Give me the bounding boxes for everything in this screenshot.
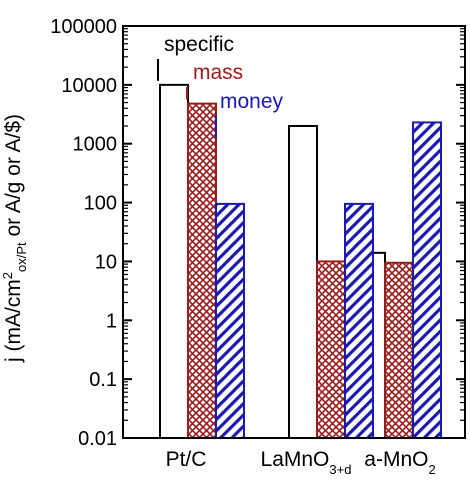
bar-money-pt-c [215,202,245,439]
y-tick-label: 100 [84,193,117,215]
x-category-subscript: 3+d [329,462,351,477]
y-tick-label: 0.1 [89,369,117,391]
bar-mass-pt-c [187,102,217,439]
bar-mass-lamno [316,260,346,439]
x-category-main: LaMnO [261,448,330,471]
y-axis-label: j (mA/cm2ox/Pt or A/g or A/$) [0,114,29,363]
x-category-label: Pt/C [166,448,207,471]
y-axis-label-main: j (mA/cm [2,279,25,363]
x-category-label: LaMnO3+d [261,448,352,477]
y-tick-label: 1 [106,310,117,332]
y-axis-label-tail: or A/g or A/$) [2,114,25,242]
bar-money-lamno [344,202,374,439]
bar-money-a-mno [412,121,442,440]
legend-label-mass: mass [193,61,243,84]
x-category-subscript: 2 [428,462,435,477]
plot-frame [122,25,466,439]
y-tick-label: 0.01 [78,428,117,450]
x-category-label: a-MnO2 [364,448,435,477]
axes: 0.01 0.1 1 10 100 1000 10000 100000 Pt/C LaMnO3+d… [50,16,466,477]
legend-label-specific: specific [164,33,234,56]
y-tick-label: 100000 [50,16,117,38]
legend-label-money: money [220,90,284,113]
bar-mass-a-mno [384,261,414,439]
bar-specific-pt-c [159,83,189,439]
y-axis-label-sub: ox/Pt [14,242,29,272]
annotation-labels: specific mass money [157,33,284,138]
x-category-main: Pt/C [166,448,207,471]
y-tick-label: 10000 [61,75,117,97]
y-tick-label: 1000 [73,134,118,156]
plot-area [159,83,442,440]
y-axis-label-sup: 2 [0,272,15,279]
y-tick-label: 10 [95,251,117,273]
x-category-main: a-MnO [364,448,428,471]
bar-specific-lamno [288,124,318,439]
